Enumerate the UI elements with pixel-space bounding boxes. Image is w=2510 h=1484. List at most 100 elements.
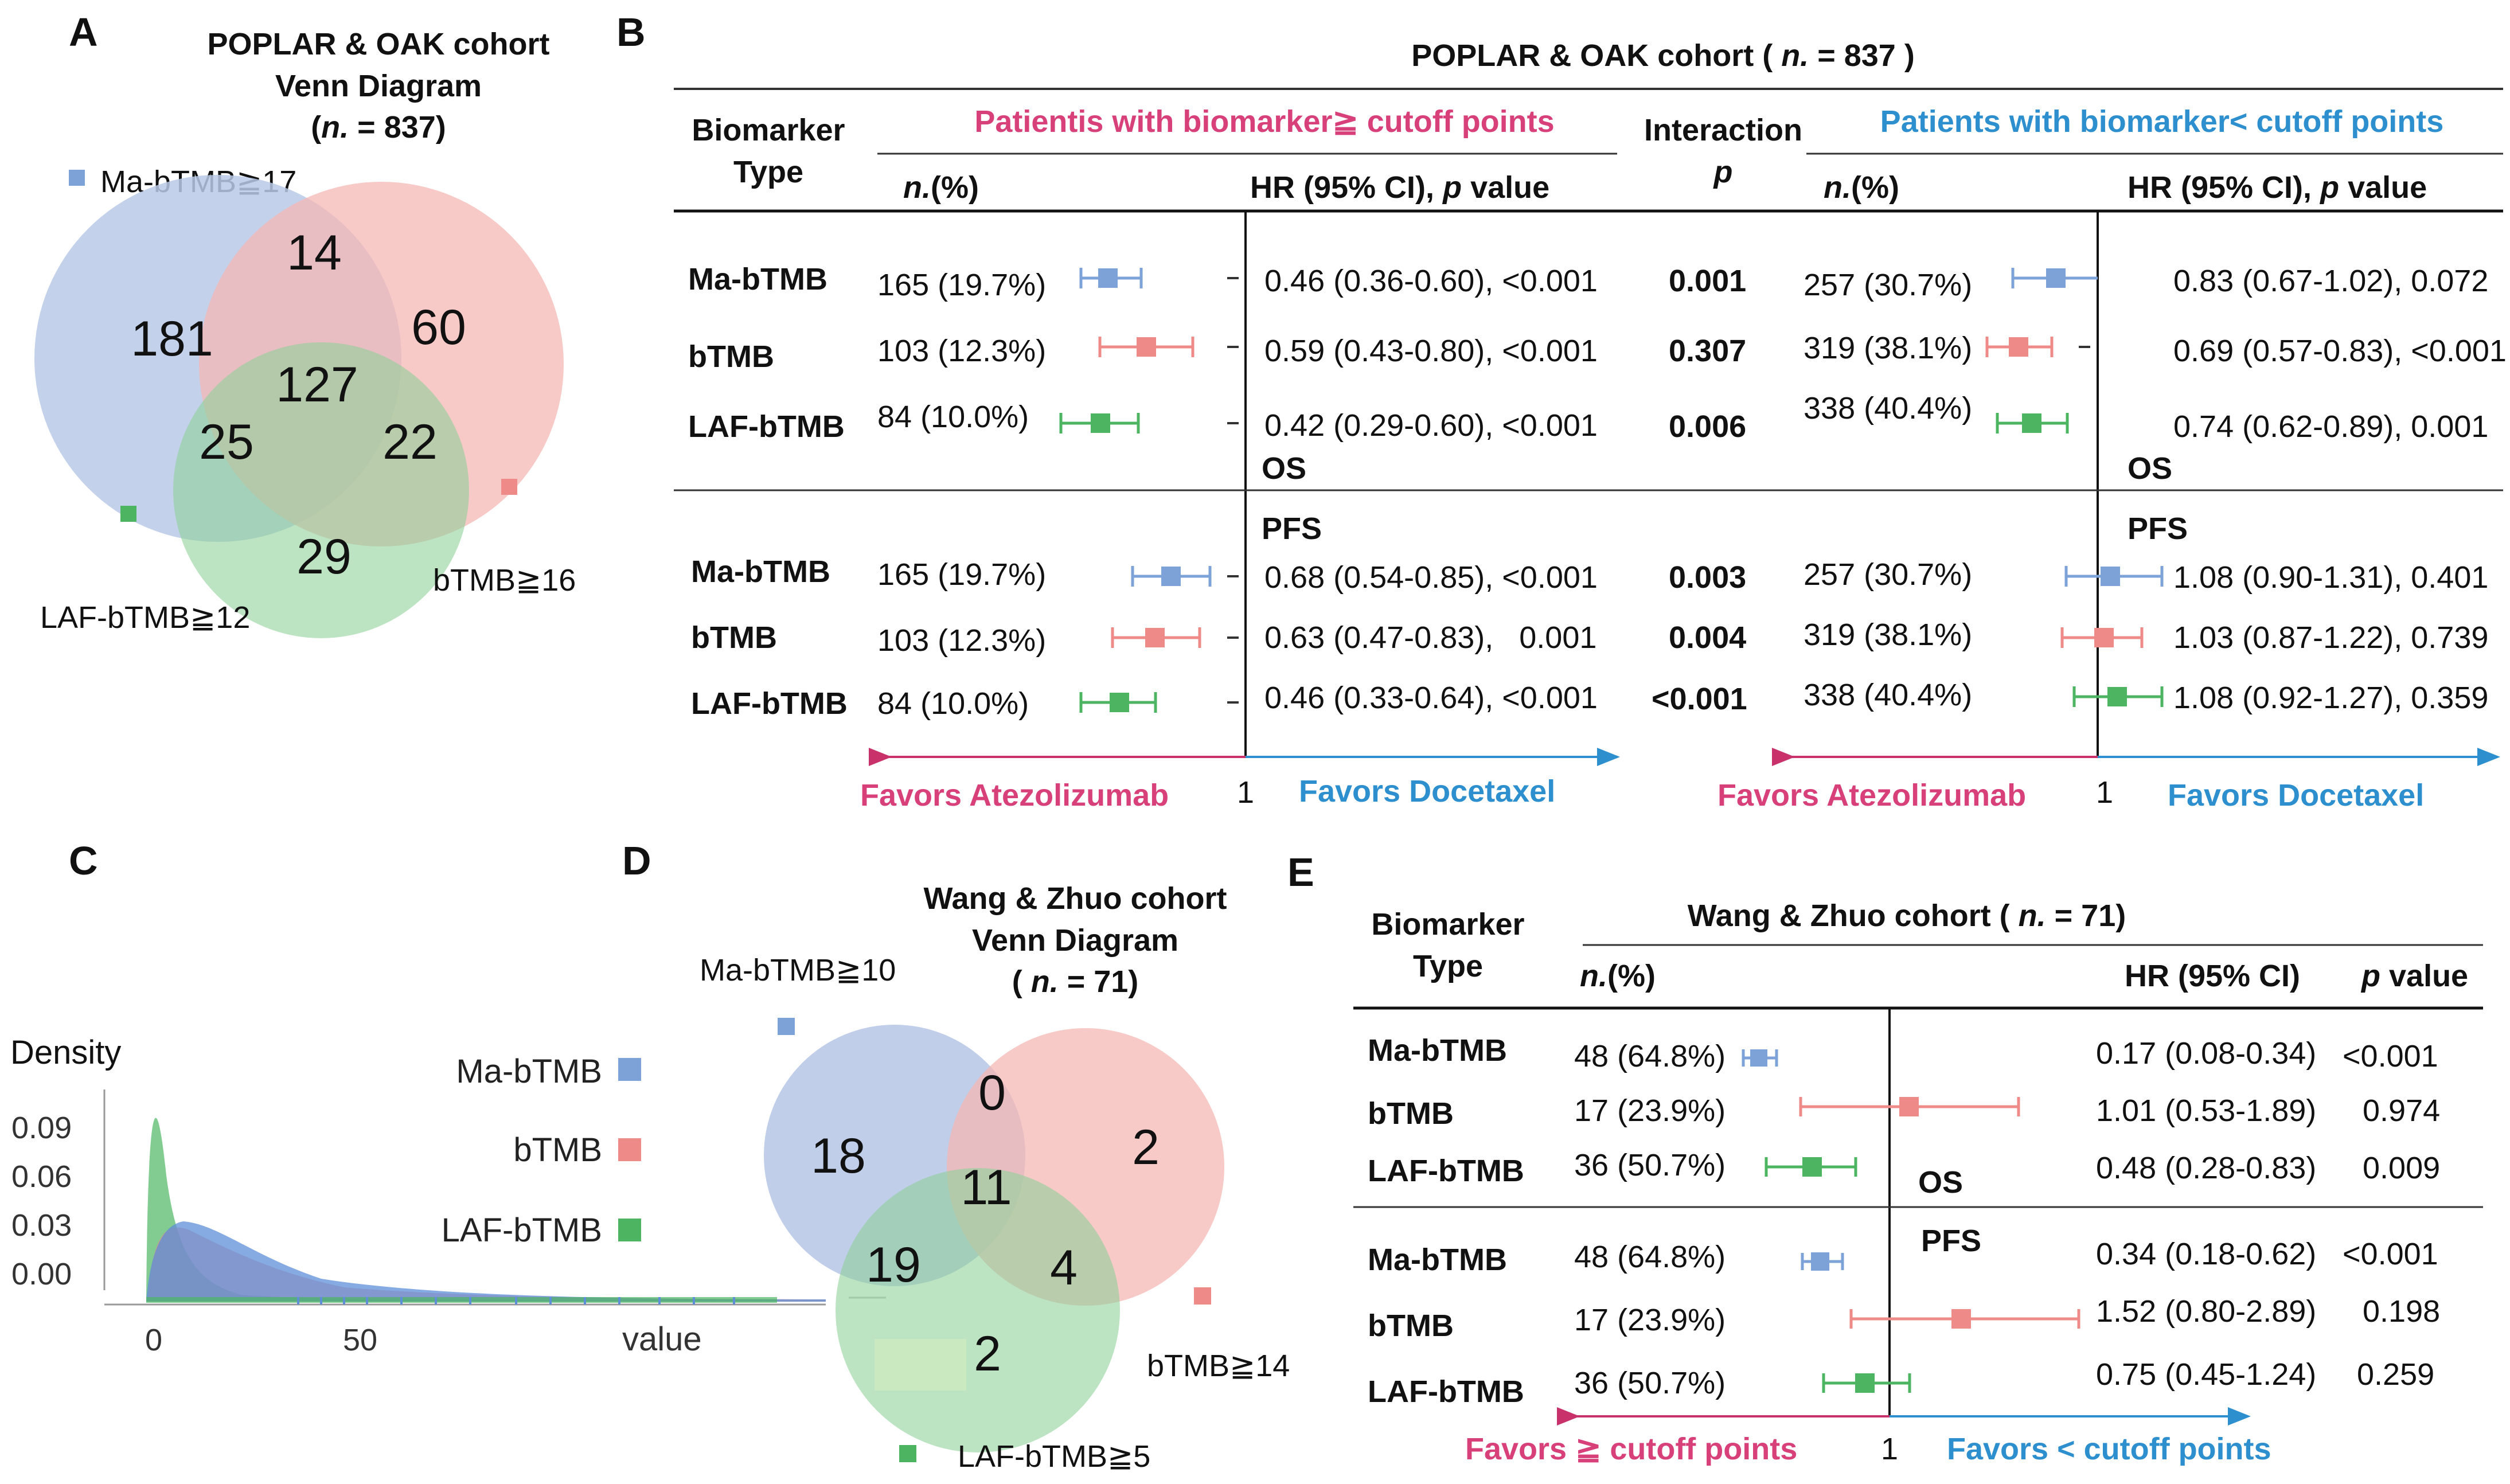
panel-letter-d: D	[622, 838, 651, 883]
venn-a-laf-only: 29	[296, 529, 352, 584]
b-col-hr-high: HR (95% CI), p value	[1250, 170, 1549, 205]
b-pfs-row-hr-high: 0.68 (0.54-0.85), <0.001	[1264, 560, 1598, 595]
b-favors-doce-right: Favors Docetaxel	[2168, 778, 2424, 813]
b-os-row-n-high: 103 (12.3%)	[877, 334, 1046, 368]
panel-a: A POPLAR & OAK cohort Venn Diagram (n. =…	[34, 10, 576, 638]
b-pfs-row-n-high: 165 (19.7%)	[877, 557, 1046, 592]
panel-b-title: POPLAR & OAK cohort ( n. = 837 )	[1411, 38, 1915, 73]
b-os-row-n-low: 257 (30.7%)	[1804, 268, 1972, 302]
b-os-row-hr-low: 0.69 (0.57-0.83), <0.001	[2173, 334, 2507, 368]
b-col-biomarker-1: Biomarker	[692, 113, 845, 147]
e-pfs-row-name: bTMB	[1368, 1309, 1454, 1343]
forest-point-e-os-ma	[1750, 1049, 1767, 1067]
venn-d-btmb-only: 2	[1132, 1120, 1160, 1175]
b-pfs-row-n-high: 103 (12.3%)	[877, 623, 1046, 658]
e-col-p: p value	[2360, 959, 2468, 993]
b-header-low: Patients with biomarker< cutoff points	[1880, 104, 2444, 139]
c-ytick: 0.06	[11, 1159, 72, 1194]
forest-point-b-os-btmb-low	[2009, 337, 2028, 357]
forest-point-e-pfs-laf	[1855, 1373, 1875, 1393]
b-os-row-hr-high: 0.46 (0.36-0.60), <0.001	[1264, 264, 1598, 298]
panel-e: E Biomarker Type Wang & Zhuo cohort ( n.…	[1287, 850, 2483, 1466]
b-os-row-interaction: 0.307	[1669, 334, 1746, 368]
c-xtick: 0	[145, 1323, 162, 1357]
c-legend-swatch-btmb	[618, 1138, 641, 1161]
forest-point-b-pfs-laf-low	[2107, 687, 2127, 706]
panel-letter-e: E	[1287, 850, 1314, 895]
e-os-row-p: <0.001	[2343, 1039, 2438, 1073]
e-os-row-hr: 0.17 (0.08-0.34)	[2096, 1036, 2316, 1071]
legend-btmb-a: bTMB≧16	[433, 563, 576, 597]
forest-markers-b-right	[1985, 268, 2164, 707]
c-legend-label: bTMB	[513, 1131, 602, 1169]
b-pfs-row-n-low: 338 (40.4%)	[1804, 678, 1972, 712]
b-favors-atezo-left: Favors Atezolizumab	[860, 778, 1169, 813]
c-ytick: 0.09	[11, 1111, 72, 1145]
b-label-pfs-left: PFS	[1262, 511, 1322, 546]
b-pfs-row-hr-low: 1.03 (0.87-1.22), 0.739	[2173, 620, 2488, 655]
b-pfs-row-interaction: <0.001	[1652, 682, 1747, 716]
venn-a-btmb-only: 60	[411, 300, 466, 355]
b-favors-atezo-right: Favors Atezolizumab	[1717, 778, 2026, 813]
panel-a-title-2: Venn Diagram	[275, 69, 482, 103]
b-os-row-name: bTMB	[688, 339, 774, 374]
venn-d-btmb-laf: 4	[1050, 1240, 1078, 1295]
b-os-row-n-high: 165 (19.7%)	[877, 268, 1046, 302]
b-header-interaction-p: p	[1713, 155, 1733, 189]
e-pfs-row-n: 17 (23.9%)	[1574, 1303, 1726, 1337]
legend-laf-a: LAF-bTMB≧12	[40, 600, 250, 635]
e-col-biomarker-1: Biomarker	[1371, 907, 1524, 942]
panel-d-title-3: ( n. = 71)	[1012, 964, 1139, 999]
e-os-row-hr: 0.48 (0.28-0.83)	[2096, 1151, 2316, 1185]
b-label-pfs-right: PFS	[2128, 511, 2188, 546]
c-legend-swatch-laf	[618, 1219, 641, 1241]
forest-point-e-pfs-ma	[1811, 1252, 1829, 1271]
b-os-row-n-high: 84 (10.0%)	[877, 400, 1029, 434]
b-ref-one-right: 1	[2096, 775, 2113, 810]
e-os-row-p: 0.009	[2363, 1151, 2440, 1185]
b-os-row-hr-high: 0.42 (0.29-0.60), <0.001	[1264, 408, 1598, 443]
d-legend-swatch-ma	[778, 1018, 795, 1035]
density-curve-ma	[146, 1221, 826, 1302]
c-legend-label: Ma-bTMB	[456, 1053, 602, 1090]
b-pfs-row-hr-low: 1.08 (0.92-1.27), 0.359	[2173, 681, 2488, 715]
b-os-row-interaction: 0.006	[1669, 409, 1746, 444]
e-os-row-n: 17 (23.9%)	[1574, 1094, 1726, 1128]
c-ylabel: Density	[10, 1034, 121, 1071]
b-pfs-row-name: bTMB	[691, 620, 777, 655]
venn-a-ma-btmb: 14	[287, 225, 342, 280]
e-favors-high: Favors ≧ cutoff points	[1465, 1432, 1797, 1466]
c-legend-swatch-ma	[618, 1058, 641, 1081]
venn-d-ma-btmb: 0	[978, 1065, 1006, 1120]
c-ytick: 0.00	[11, 1257, 72, 1291]
e-pfs-row-n: 48 (64.8%)	[1574, 1240, 1726, 1274]
forest-markers-b-left	[1059, 268, 1239, 713]
venn-d-all: 11	[961, 1160, 1012, 1215]
b-pfs-row-n-high: 84 (10.0%)	[877, 686, 1029, 721]
e-pfs-row-name: Ma-bTMB	[1368, 1243, 1507, 1277]
e-pfs-row-p: 0.259	[2357, 1357, 2434, 1392]
e-pfs-row-name: LAF-bTMB	[1368, 1374, 1524, 1409]
legend-swatch-ma	[69, 170, 85, 186]
e-pfs-row-p: <0.001	[2343, 1237, 2438, 1271]
d-legend-swatch-laf	[899, 1445, 916, 1462]
forest-point-b-pfs-laf-high	[1110, 693, 1129, 712]
b-os-row-hr-high: 0.59 (0.43-0.80), <0.001	[1264, 334, 1598, 368]
b-col-n-high: n.(%)	[903, 170, 979, 205]
forest-point-b-os-ma-low	[2046, 268, 2066, 288]
b-ref-one-left: 1	[1237, 775, 1254, 810]
forest-point-e-pfs-btmb	[1951, 1309, 1971, 1329]
forest-point-b-pfs-ma-low	[2101, 567, 2120, 586]
b-os-row-name: LAF-bTMB	[688, 409, 845, 444]
panel-a-title-3: (n. = 837)	[311, 110, 446, 145]
b-os-row-name: Ma-bTMB	[688, 262, 827, 296]
e-pfs-row-hr: 0.75 (0.45-1.24)	[2096, 1357, 2316, 1392]
legend-swatch-laf	[120, 506, 136, 522]
b-os-row-interaction: 0.001	[1669, 264, 1746, 298]
panel-letter-b: B	[616, 10, 646, 54]
forest-point-b-pfs-btmb-high	[1145, 628, 1165, 647]
e-title: Wang & Zhuo cohort ( n. = 71)	[1688, 899, 2126, 933]
venn-a-ma-only: 181	[131, 311, 213, 366]
e-os-row-name: Ma-bTMB	[1368, 1033, 1507, 1068]
